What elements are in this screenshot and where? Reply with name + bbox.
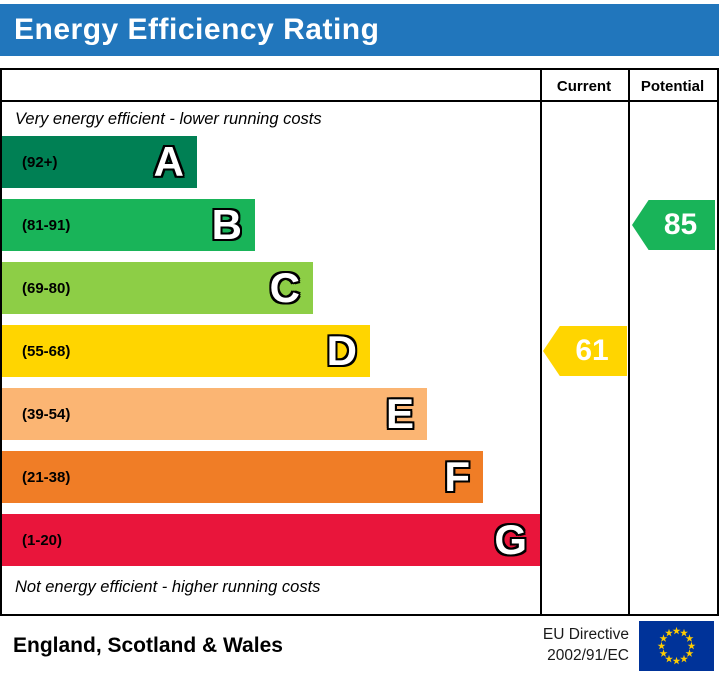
band-row-g: (1-20) G <box>2 514 540 566</box>
band-bar-e: (39-54) E <box>2 388 427 440</box>
current-value: 61 <box>575 334 609 367</box>
potential-header: Potential <box>640 77 705 95</box>
band-range-label: (81-91) <box>22 216 71 234</box>
band-bar-f: (21-38) F <box>2 451 483 503</box>
band-row-f: (21-38) F <box>2 451 540 503</box>
chart-header-row: Current Potential <box>2 70 717 102</box>
eu-directive-label: EU Directive 2002/91/EC <box>543 625 629 667</box>
footer: England, Scotland & Wales EU Directive 2… <box>0 616 719 675</box>
band-letter: E <box>385 390 414 437</box>
band-letter: F <box>444 453 470 500</box>
band-range-label: (69-80) <box>22 279 71 297</box>
bands: (92+) A (81-91) B (69-80) C (55-68) D (39-54) E (2… <box>2 136 540 577</box>
band-range-label: (1-20) <box>22 531 63 549</box>
current-header: Current <box>556 77 612 95</box>
title-bar: Energy Efficiency Rating <box>0 4 719 56</box>
current-indicator: 61 <box>543 326 627 376</box>
potential-column <box>628 70 717 614</box>
potential-value: 85 <box>663 208 698 241</box>
region-label: England, Scotland & Wales <box>13 633 283 657</box>
eu-directive-line2: 2002/91/EC <box>547 646 629 664</box>
band-letter: A <box>153 138 184 185</box>
band-bar-c: (69-80) C <box>2 262 313 314</box>
note-bottom: Not energy efficient - higher running co… <box>15 578 321 596</box>
band-letter: G <box>494 516 527 563</box>
band-letter: D <box>326 327 357 374</box>
band-row-c: (69-80) C <box>2 262 540 314</box>
band-row-e: (39-54) E <box>2 388 540 440</box>
current-column <box>540 70 628 614</box>
band-row-d: (55-68) D <box>2 325 540 377</box>
band-range-label: (92+) <box>22 153 58 171</box>
band-range-label: (21-38) <box>22 468 71 486</box>
band-row-b: (81-91) B <box>2 199 540 251</box>
band-bar-a: (92+) A <box>2 136 197 188</box>
band-bar-g: (1-20) G <box>2 514 540 566</box>
potential-indicator: 85 <box>632 200 715 250</box>
eu-directive-line1: EU Directive <box>542 625 629 643</box>
eu-flag-icon <box>639 620 714 671</box>
band-range-label: (39-54) <box>22 405 71 423</box>
band-letter: C <box>269 264 300 311</box>
band-range-label: (55-68) <box>22 342 71 360</box>
note-top: Very energy efficient - lower running co… <box>15 110 322 128</box>
band-bar-d: (55-68) D <box>2 325 370 377</box>
band-bar-b: (81-91) B <box>2 199 255 251</box>
band-row-a: (92+) A <box>2 136 540 188</box>
page-title: Energy Efficiency Rating <box>14 13 380 46</box>
band-letter: B <box>211 201 242 248</box>
rating-chart: Current Potential Very energy efficient … <box>0 68 719 616</box>
